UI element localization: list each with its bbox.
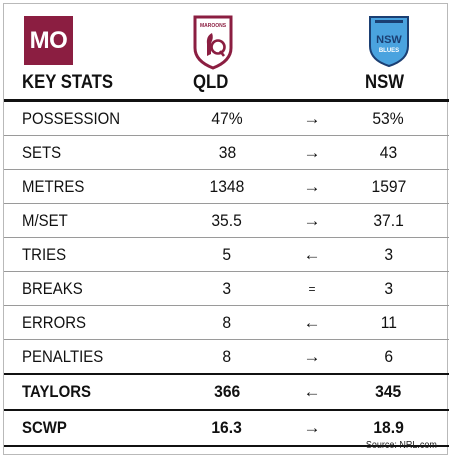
stats-table: POSSESSION 47% → 53% SETS 38 → 43 METRES… (4, 102, 449, 447)
stat-label: SCWP (22, 418, 67, 437)
qld-value: 38 (218, 142, 236, 162)
stat-row-m-set: M/SET 35.5 → 37.1 (4, 203, 449, 238)
qld-value: 8 (222, 312, 232, 332)
stat-label: TRIES (22, 244, 67, 264)
stat-row-possession: POSSESSION 47% → 53% (4, 102, 449, 136)
stat-label: POSSESSION (22, 108, 121, 128)
stat-row-penalties: PENALTIES 8 → 6 (4, 339, 449, 375)
stat-row-errors: ERRORS 8 ← 11 (4, 305, 449, 340)
qld-column-heading: QLD (193, 72, 229, 93)
comparison-arrow: → (282, 102, 342, 136)
stat-label: SETS (22, 142, 62, 162)
nsw-logo-text: NSW (376, 34, 402, 46)
qld-logo-text: MAROONS (200, 23, 227, 29)
stat-row-metres: METRES 1348 → 1597 (4, 169, 449, 204)
header-divider (4, 99, 449, 102)
qld-value: 16.3 (211, 418, 243, 437)
nsw-value: 3 (384, 278, 393, 298)
stat-label: TAYLORS (22, 382, 91, 401)
nsw-logo-subtext: BLUES (379, 48, 399, 54)
comparison-arrow: → (282, 135, 342, 170)
stat-row-scwp: SCWP 16.3 → 18.9 (4, 410, 449, 447)
nsw-column-heading: NSW (365, 72, 405, 93)
stat-row-breaks: BREAKS 3 = 3 (4, 271, 449, 306)
nsw-value: 3 (384, 244, 393, 264)
nsw-value: 345 (375, 382, 402, 401)
mo-badge: MO (24, 16, 73, 65)
stats-card: MO MAROONS NSW BLUES KEY STATS QLD NSW P… (3, 3, 449, 455)
qld-value: 8 (222, 346, 232, 366)
source-note: Source: NRL.com (365, 440, 437, 451)
nsw-value: 11 (380, 312, 397, 332)
nsw-value: 18.9 (373, 418, 404, 437)
nsw-value: 43 (379, 142, 398, 162)
stat-label: BREAKS (22, 278, 83, 298)
nsw-value: 1597 (371, 176, 406, 196)
stat-label: M/SET (22, 210, 68, 230)
nsw-value: 53% (372, 108, 405, 128)
stat-row-taylors: TAYLORS 366 ← 345 (4, 373, 449, 411)
comparison-equals: = (282, 271, 342, 306)
stat-label: ERRORS (22, 312, 87, 332)
comparison-arrow: → (282, 339, 342, 375)
nsw-value: 37.1 (373, 210, 404, 230)
stat-row-tries: TRIES 5 ← 3 (4, 237, 449, 272)
qld-maroons-logo: MAROONS (193, 15, 233, 70)
table-header: KEY STATS QLD NSW (4, 68, 449, 98)
qld-value: 3 (222, 278, 232, 298)
comparison-arrow: ← (282, 237, 342, 272)
stat-label: PENALTIES (22, 346, 104, 366)
comparison-arrow: → (282, 203, 342, 238)
comparison-arrow: → (282, 169, 342, 204)
stat-row-sets: SETS 38 → 43 (4, 135, 449, 170)
comparison-arrow: → (282, 410, 342, 447)
qld-value: 1348 (209, 176, 245, 196)
qld-value: 47% (211, 108, 243, 128)
qld-value: 35.5 (211, 210, 243, 230)
nsw-blues-logo: NSW BLUES (369, 16, 409, 68)
nsw-value: 6 (384, 346, 393, 366)
comparison-arrow: ← (282, 305, 342, 340)
comparison-arrow: ← (282, 373, 342, 411)
qld-value: 366 (213, 382, 241, 401)
qld-value: 5 (222, 244, 232, 264)
stat-label: METRES (22, 176, 85, 196)
key-stats-heading: KEY STATS (22, 72, 114, 93)
